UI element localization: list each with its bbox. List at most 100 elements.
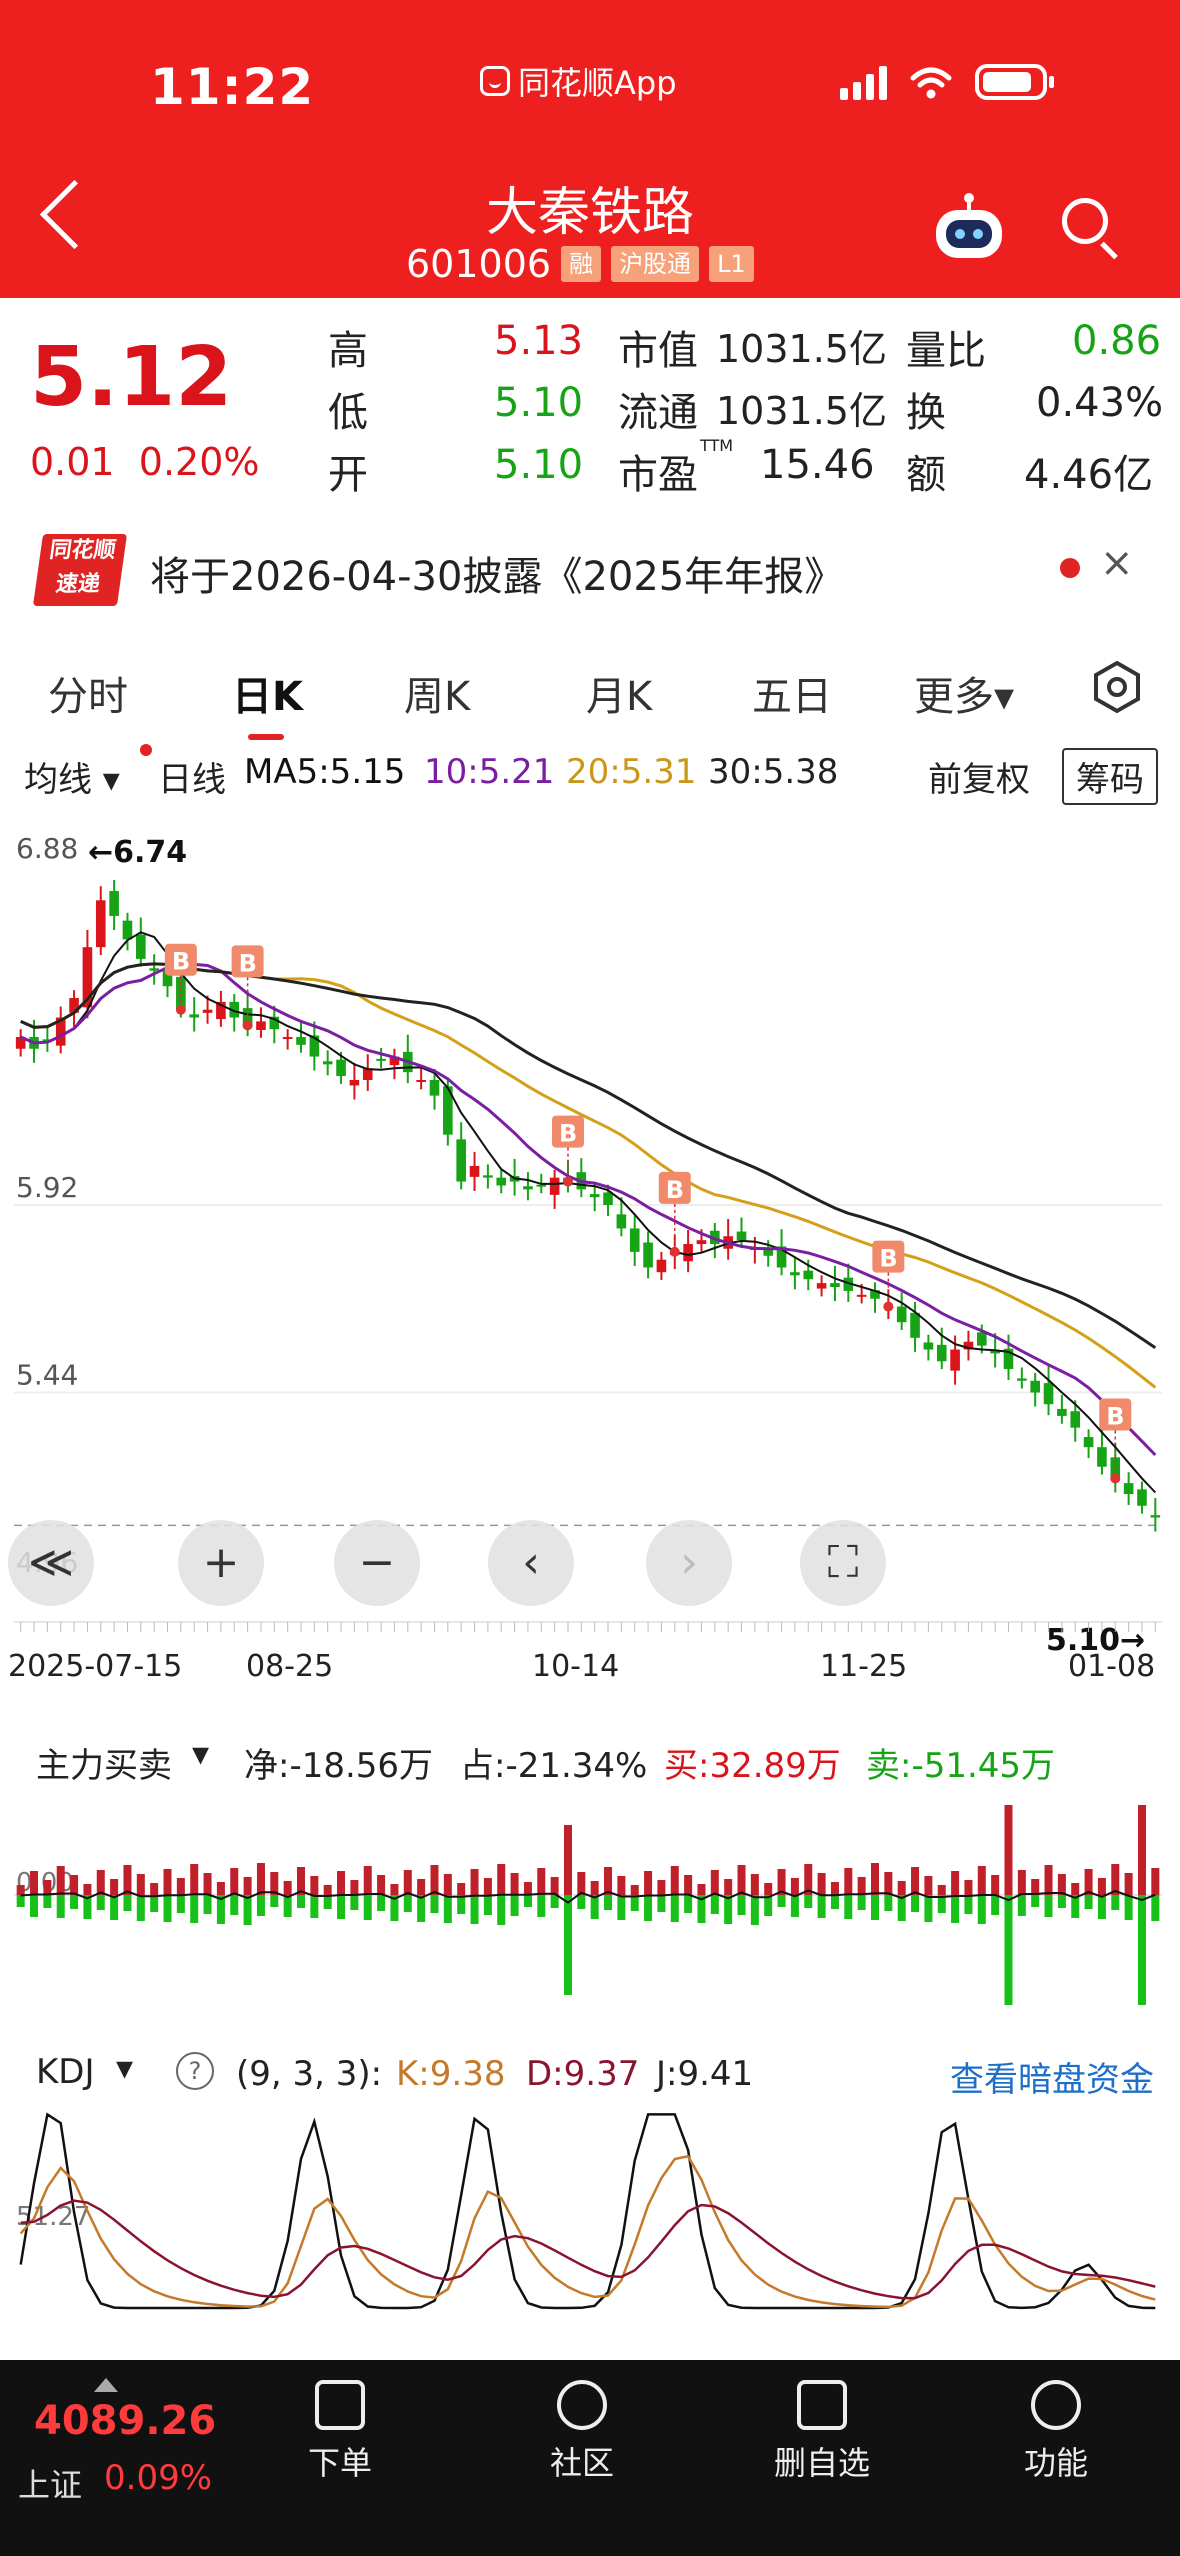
flow-dropdown-icon[interactable]: ▾ (192, 1734, 210, 1774)
candle-body (950, 1349, 960, 1371)
flow-buy-bar (951, 1871, 960, 1895)
flow-sell-bar (1044, 1895, 1053, 1917)
ma10-line (20, 962, 1157, 1457)
low-label: 低 (328, 390, 368, 436)
prev-button[interactable]: ‹ (488, 1520, 574, 1606)
robot-assistant-icon[interactable] (930, 192, 1008, 264)
remove-icon (797, 2380, 847, 2430)
tab-daily-k[interactable]: 日K (232, 674, 303, 720)
tab-weekly-k[interactable]: 周K (404, 674, 471, 720)
flow-buy-bar (764, 1883, 773, 1895)
nav-community[interactable]: 社区 (532, 2380, 632, 2484)
flow-sell-bar (897, 1895, 906, 1921)
candle-body (242, 1008, 253, 1026)
nav-function[interactable]: 功能 (1006, 2380, 1106, 2484)
buy-marker (551, 1115, 584, 1148)
candle-body (1097, 1447, 1107, 1467)
tab-timeshare[interactable]: 分时 (48, 674, 128, 720)
dark-pool-link[interactable]: 查看暗盘资金 (950, 2060, 1154, 2100)
flow-buy-bar (977, 1866, 986, 1895)
flow-sell-bar (550, 1895, 559, 1908)
kdj-j-line (19, 2112, 1156, 2310)
flow-buy-bar (310, 1876, 319, 1895)
flow-sell-bar (1071, 1895, 1080, 1918)
kline-chart[interactable]: 6.885.925.444.96←6.745.10→BBBBBB2025-07-… (0, 800, 1180, 1680)
buy-marker (231, 945, 264, 978)
adjust-label[interactable]: 前复权 (928, 760, 1030, 800)
mktcap-label: 市值 (618, 328, 698, 374)
flow-buy-bar (1017, 1870, 1026, 1895)
flow-buy-bar (991, 1875, 1000, 1895)
buy-marker-label: B (172, 948, 190, 976)
kdj-chart[interactable]: 51.27 (0, 2100, 1180, 2340)
next-button[interactable]: › (646, 1520, 732, 1606)
flow-sell-bar (363, 1895, 372, 1920)
kdj-title[interactable]: KDJ (36, 2052, 95, 2092)
flow-sell-bar (510, 1895, 519, 1916)
tag-margin[interactable]: 融 (561, 246, 602, 282)
zoom-out-button[interactable]: − (334, 1520, 420, 1606)
flow-sell-bar (951, 1895, 960, 1923)
index-name: 上证 (18, 2466, 83, 2504)
close-icon[interactable]: × (1100, 540, 1134, 586)
flow-sell-bar (964, 1895, 973, 1914)
flow-buy-bar (1097, 1878, 1106, 1895)
flow-buy-bar (150, 1883, 159, 1895)
app-badge: 同花顺App (480, 58, 677, 104)
help-icon[interactable]: ? (176, 2052, 214, 2090)
candle-body (162, 970, 173, 987)
flow-buy-bar (897, 1881, 906, 1895)
flow-sell: 卖:-51.45万 (866, 1746, 1056, 1786)
candle-body (189, 1014, 200, 1018)
nav-order[interactable]: 下单 (290, 2380, 390, 2484)
pe-value: 15.46 (760, 442, 875, 488)
tag-level[interactable]: L1 (709, 246, 754, 282)
mktcap-value: 1031.5亿 (716, 327, 887, 371)
index-value[interactable]: 4089.26 (34, 2398, 217, 2444)
tag-connect[interactable]: 沪股通 (611, 246, 700, 282)
flow-buy-bar (884, 1872, 893, 1895)
flow-sell-bar (110, 1895, 119, 1920)
fullscreen-button[interactable]: ⛶ (800, 1520, 886, 1606)
ma-select[interactable]: 均线 ▾ (24, 760, 120, 800)
bottom-bar: 4089.26 上证 0.09% (0, 2360, 1180, 2556)
flow-sell-bar (83, 1895, 92, 1919)
kdj-dropdown-icon[interactable]: ▾ (116, 2048, 134, 2088)
date-label: 08-25 (246, 1649, 333, 1680)
scroll-left-button[interactable]: ≪ (8, 1520, 94, 1606)
buy-marker-dot (562, 1176, 573, 1187)
buy-marker-dot (175, 1004, 186, 1015)
candle-body (1017, 1378, 1027, 1381)
news-text[interactable]: 将于2026-04-30披露《2025年年报》 (150, 554, 845, 600)
tab-more[interactable]: 更多▾ (914, 674, 1015, 720)
flow-buy-bar (510, 1873, 519, 1895)
status-icons (840, 64, 1054, 100)
ma20-value: 20:5.31 (566, 752, 697, 792)
flow-sell-bar (884, 1895, 893, 1911)
open-value: 5.10 (494, 442, 584, 488)
flow-sell-bar (657, 1895, 666, 1912)
flow-buy-bar (1004, 1805, 1013, 1895)
flow-sell-bar (16, 1895, 25, 1907)
flow-sell-bar (1004, 1895, 1013, 2005)
nav-remove-watch[interactable]: 删自选 (762, 2380, 882, 2484)
search-icon[interactable] (1062, 198, 1108, 244)
zoom-in-button[interactable]: + (178, 1520, 264, 1606)
tab-monthly-k[interactable]: 月K (586, 674, 653, 720)
tab-five-day[interactable]: 五日 (752, 674, 832, 720)
candle-body (1003, 1348, 1014, 1370)
flow-sell-bar (403, 1895, 412, 1912)
flow-sell-bar (911, 1895, 920, 1912)
candle-body (202, 1009, 213, 1013)
order-icon (315, 2380, 365, 2430)
candle-body (643, 1242, 653, 1268)
flow-buy-bar (870, 1863, 880, 1895)
candle-body (82, 947, 93, 1008)
settings-icon[interactable] (1090, 660, 1144, 714)
flow-chart[interactable]: 0.00 (0, 1800, 1180, 2010)
chips-button[interactable]: 筹码 (1062, 748, 1158, 805)
flow-title[interactable]: 主力买卖 (36, 1746, 172, 1786)
flow-buy-bar (1151, 1868, 1160, 1895)
candle-body (42, 1039, 53, 1042)
flow-sell-bar (457, 1895, 466, 1914)
